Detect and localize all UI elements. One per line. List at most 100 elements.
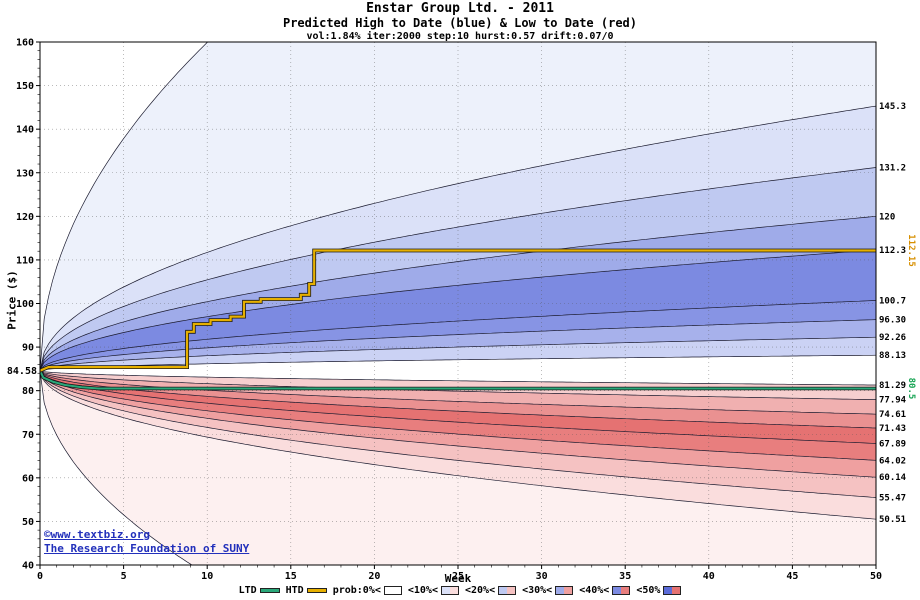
legend-item: prob:0%<	[333, 585, 402, 596]
y-tick-label: 70	[22, 430, 34, 441]
prob-band	[40, 167, 876, 371]
band-boundary-line	[40, 370, 876, 498]
x-tick-label: 35	[619, 571, 631, 582]
x-tick-label: 20	[368, 571, 380, 582]
legend: LTD HTD prob:0%< <10%< <20%< <30%< <40%< <50%	[0, 585, 920, 596]
x-tick-label: 45	[786, 571, 798, 582]
prob-band	[40, 370, 876, 520]
prob-band	[40, 370, 876, 498]
legend-label: <30%<	[522, 585, 553, 596]
band-boundary-line	[40, 105, 876, 371]
legend-label: <10%<	[407, 585, 438, 596]
legend-prob-swatch	[663, 586, 682, 595]
legend-label: <40%<	[579, 585, 610, 596]
htd-line	[40, 249, 876, 372]
chart-subtitle: Predicted High to Date (blue) & Low to D…	[282, 15, 637, 30]
right-price-label: 88.13	[879, 351, 906, 361]
y-tick-label: 160	[16, 38, 34, 49]
y-tick-label: 120	[16, 212, 34, 223]
prob-band	[40, 319, 876, 371]
legend-item: HTD	[286, 585, 327, 596]
band-boundary-line	[40, 370, 876, 386]
y-tick-label: 110	[16, 255, 34, 266]
x-tick-label: 40	[703, 571, 715, 582]
legend-line-swatch	[306, 588, 327, 593]
right-price-label: 50.51	[879, 515, 906, 525]
x-tick-label: 15	[285, 571, 297, 582]
legend-prob-swatch	[383, 586, 402, 595]
right-price-label: 92.26	[879, 333, 906, 343]
legend-prob-swatch	[440, 586, 459, 595]
right-price-label: 112.3	[879, 246, 906, 256]
watermark-link[interactable]: ©www.textbiz.org	[44, 528, 150, 541]
band-boundary-line	[40, 370, 876, 478]
right-price-label: 131.2	[879, 164, 906, 174]
band-boundary-line	[40, 300, 876, 371]
axis-ticks	[36, 41, 877, 569]
band-boundary-line	[40, 215, 876, 371]
band-boundary-line	[40, 249, 876, 371]
legend-prob-swatch	[555, 586, 574, 595]
band-boundary-line	[40, 370, 193, 565]
legend-label: <50%	[636, 585, 661, 596]
ltd-line	[40, 370, 876, 390]
y-tick-label: 80	[22, 386, 34, 397]
x-tick-label: 0	[37, 571, 43, 582]
right-price-label: 60.14	[879, 473, 907, 483]
band-boundary-line	[40, 42, 209, 371]
legend-label: LTD	[238, 585, 257, 596]
prob-band	[40, 370, 876, 428]
right-price-label: 96.30	[879, 316, 906, 326]
band-boundary-line	[40, 319, 876, 371]
right-price-label: 100.7	[879, 296, 906, 306]
x-axis-title: Week	[444, 572, 472, 585]
watermark-org-link[interactable]: The Research Foundation of SUNY	[44, 542, 250, 555]
band-boundary-line	[40, 336, 876, 372]
y-tick-label: 150	[16, 81, 34, 92]
band-boundary-line	[40, 167, 876, 371]
chart-params: vol:1.84% iter:2000 step:10 hurst:0.57 d…	[306, 30, 614, 42]
htd-final-label: 112.15	[906, 234, 916, 267]
y-tick-label: 130	[16, 168, 34, 179]
x-tick-label: 25	[452, 571, 464, 582]
legend-item: LTD	[239, 585, 280, 596]
y-axis-title: Price ($)	[5, 270, 19, 330]
legend-item: <50%	[636, 585, 682, 596]
chart-header: Enstar Group Ltd. - 2011 Predicted High …	[0, 1, 920, 42]
band-boundary-line	[40, 370, 876, 461]
legend-label: HTD	[285, 585, 304, 596]
right-price-label: 67.89	[879, 439, 906, 449]
y-tick-label: 50	[22, 517, 34, 528]
series-lines	[40, 248, 876, 391]
right-price-label: 74.61	[879, 410, 906, 420]
legend-label: prob:0%<	[332, 585, 381, 596]
band-boundary-line	[40, 370, 876, 444]
band-boundary-line	[40, 370, 876, 400]
y-tick-label: 60	[22, 473, 34, 484]
y-tick-label: 90	[22, 343, 34, 354]
prob-band	[40, 370, 876, 461]
right-price-label: 64.02	[879, 456, 906, 466]
start-price-label: 84.58	[7, 366, 37, 377]
prob-band	[40, 216, 876, 371]
chart-title: Enstar Group Ltd. - 2011	[366, 1, 554, 16]
legend-prob-swatch	[612, 586, 631, 595]
legend-line-swatch	[259, 588, 280, 593]
prob-band	[40, 337, 876, 371]
y-tick-label: 100	[16, 299, 34, 310]
prob-band	[40, 370, 876, 415]
right-price-label: 145.3	[879, 102, 906, 112]
right-price-label: 55.47	[879, 494, 906, 504]
prob-band	[40, 370, 876, 478]
right-price-label: 71.43	[879, 424, 906, 434]
prob-band	[40, 370, 876, 565]
right-price-labels: 145.3 131.2 120 112.3 100.7 96.30 92.26 88.13 81…	[879, 102, 916, 525]
x-tick-label: 30	[536, 571, 548, 582]
prob-band	[40, 300, 876, 371]
band-boundaries	[40, 42, 876, 565]
prob-band	[40, 370, 876, 444]
legend-item: <40%<	[579, 585, 631, 596]
x-tick-label: 50	[870, 571, 882, 582]
